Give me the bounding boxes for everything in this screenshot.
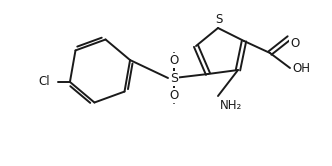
Text: S: S: [215, 13, 223, 26]
Text: Cl: Cl: [38, 75, 50, 88]
Text: O: O: [169, 54, 179, 67]
Text: O: O: [290, 37, 299, 50]
Text: S: S: [170, 72, 178, 84]
Text: OH: OH: [292, 61, 310, 75]
Text: O: O: [169, 89, 179, 102]
Text: NH₂: NH₂: [220, 99, 242, 112]
